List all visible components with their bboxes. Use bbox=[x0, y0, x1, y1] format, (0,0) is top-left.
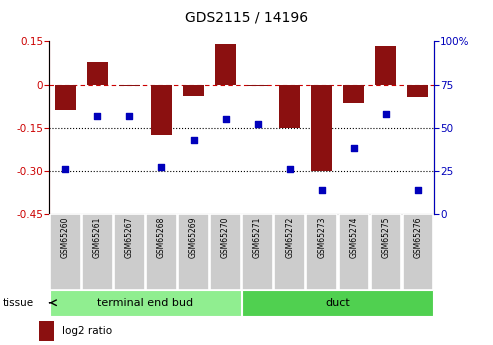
Bar bbox=[279, 85, 300, 128]
Bar bbox=[55, 85, 76, 110]
FancyBboxPatch shape bbox=[339, 214, 369, 290]
Point bbox=[157, 165, 165, 170]
FancyBboxPatch shape bbox=[114, 214, 144, 290]
Text: log2 ratio: log2 ratio bbox=[62, 326, 112, 336]
FancyBboxPatch shape bbox=[275, 214, 305, 290]
Bar bbox=[343, 85, 364, 103]
Point bbox=[350, 146, 357, 151]
Text: GSM65272: GSM65272 bbox=[285, 216, 294, 258]
Point bbox=[382, 111, 389, 117]
Point bbox=[221, 116, 229, 122]
FancyBboxPatch shape bbox=[50, 214, 80, 290]
Bar bbox=[375, 46, 396, 85]
FancyBboxPatch shape bbox=[146, 214, 176, 290]
Text: GSM65274: GSM65274 bbox=[349, 216, 358, 258]
FancyBboxPatch shape bbox=[211, 214, 241, 290]
FancyBboxPatch shape bbox=[371, 214, 401, 290]
FancyBboxPatch shape bbox=[403, 214, 433, 290]
Text: GDS2115 / 14196: GDS2115 / 14196 bbox=[185, 10, 308, 24]
Text: GSM65260: GSM65260 bbox=[61, 216, 70, 258]
Text: GSM65267: GSM65267 bbox=[125, 216, 134, 258]
Bar bbox=[215, 44, 236, 85]
Bar bbox=[39, 321, 54, 341]
Text: GSM65275: GSM65275 bbox=[381, 216, 390, 258]
Point bbox=[189, 137, 197, 142]
Bar bbox=[311, 85, 332, 171]
Text: tissue: tissue bbox=[2, 298, 34, 308]
FancyBboxPatch shape bbox=[178, 214, 209, 290]
Text: GSM65271: GSM65271 bbox=[253, 216, 262, 258]
Text: GSM65276: GSM65276 bbox=[413, 216, 423, 258]
Point bbox=[125, 113, 133, 118]
Bar bbox=[87, 61, 108, 85]
Bar bbox=[151, 85, 172, 135]
Point bbox=[286, 166, 294, 172]
Point bbox=[253, 121, 261, 127]
FancyBboxPatch shape bbox=[50, 290, 241, 316]
Point bbox=[94, 113, 102, 118]
Text: terminal end bud: terminal end bud bbox=[98, 298, 193, 308]
FancyBboxPatch shape bbox=[243, 214, 273, 290]
Bar bbox=[247, 85, 268, 86]
Bar bbox=[407, 85, 428, 97]
Bar bbox=[183, 85, 204, 96]
FancyBboxPatch shape bbox=[307, 214, 337, 290]
FancyBboxPatch shape bbox=[82, 214, 112, 290]
FancyBboxPatch shape bbox=[243, 290, 433, 316]
Text: GSM65261: GSM65261 bbox=[93, 216, 102, 258]
Point bbox=[414, 187, 422, 193]
Text: duct: duct bbox=[325, 298, 350, 308]
Text: GSM65273: GSM65273 bbox=[317, 216, 326, 258]
Point bbox=[317, 187, 325, 193]
Text: GSM65269: GSM65269 bbox=[189, 216, 198, 258]
Text: GSM65270: GSM65270 bbox=[221, 216, 230, 258]
Point bbox=[61, 166, 69, 172]
Text: GSM65268: GSM65268 bbox=[157, 216, 166, 258]
Bar bbox=[119, 85, 140, 86]
